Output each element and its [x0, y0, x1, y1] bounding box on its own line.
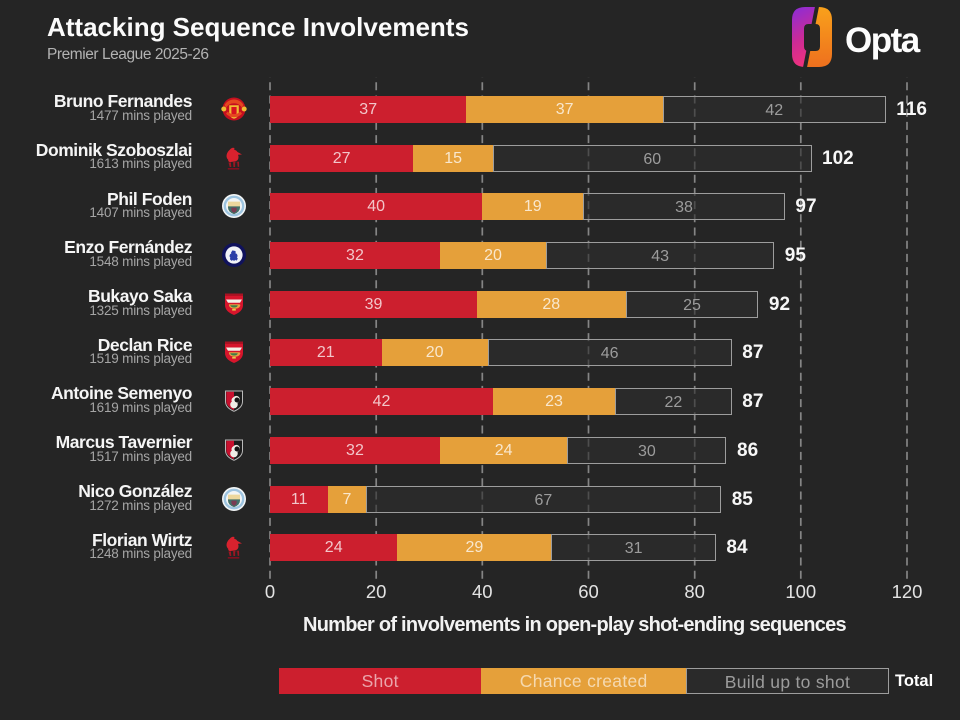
svg-text:Opta: Opta: [845, 21, 921, 60]
